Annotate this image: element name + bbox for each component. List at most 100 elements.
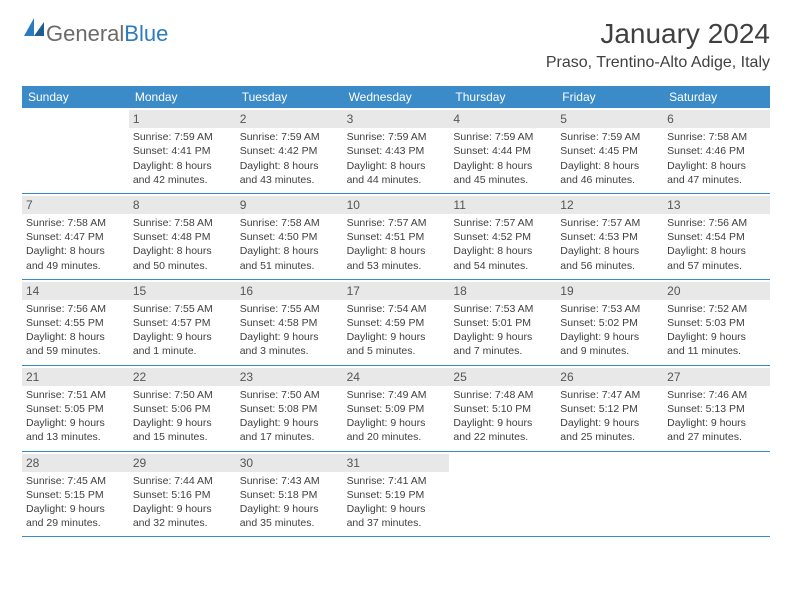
day-cell: 26Sunrise: 7:47 AMSunset: 5:12 PMDayligh… <box>556 366 663 451</box>
weekday-header: Thursday <box>449 86 556 108</box>
daylight-line: Daylight: 9 hours and 37 minutes. <box>347 502 446 530</box>
day-number: 25 <box>449 368 556 386</box>
sunrise-line: Sunrise: 7:58 AM <box>667 130 766 144</box>
daylight-line: Daylight: 8 hours and 49 minutes. <box>26 244 125 272</box>
sunset-line: Sunset: 5:15 PM <box>26 488 125 502</box>
day-cell: 23Sunrise: 7:50 AMSunset: 5:08 PMDayligh… <box>236 366 343 451</box>
sunset-line: Sunset: 4:47 PM <box>26 230 125 244</box>
weekday-header: Wednesday <box>343 86 450 108</box>
logo-text-general: General <box>46 21 124 47</box>
sunset-line: Sunset: 5:19 PM <box>347 488 446 502</box>
daylight-line: Daylight: 8 hours and 56 minutes. <box>560 244 659 272</box>
day-cell: 31 Sunrise: 7:41 AMSunset: 5:19 PMDayligh… <box>343 452 450 537</box>
daylight-line: Daylight: 9 hours and 1 minute. <box>133 330 232 358</box>
sunrise-line: Sunrise: 7:57 AM <box>453 216 552 230</box>
day-number: 22 <box>129 368 236 386</box>
sunrise-line: Sunrise: 7:59 AM <box>453 130 552 144</box>
day-number: 11 <box>449 196 556 214</box>
day-cell <box>556 452 663 537</box>
day-cell: 20Sunrise: 7:52 AMSunset: 5:03 PMDayligh… <box>663 280 770 365</box>
day-cell: 3Sunrise: 7:59 AMSunset: 4:43 PMDaylight… <box>343 108 450 193</box>
daylight-line: Daylight: 8 hours and 50 minutes. <box>133 244 232 272</box>
logo: General Blue <box>22 18 168 49</box>
sunset-line: Sunset: 4:57 PM <box>133 316 232 330</box>
day-number: 3 <box>343 110 450 128</box>
day-cell: 25Sunrise: 7:48 AMSunset: 5:10 PMDayligh… <box>449 366 556 451</box>
day-cell: 18Sunrise: 7:53 AMSunset: 5:01 PMDayligh… <box>449 280 556 365</box>
sunset-line: Sunset: 4:43 PM <box>347 144 446 158</box>
day-number: 5 <box>556 110 663 128</box>
day-cell: 27Sunrise: 7:46 AMSunset: 5:13 PMDayligh… <box>663 366 770 451</box>
sunrise-line: Sunrise: 7:53 AM <box>560 302 659 316</box>
daylight-line: Daylight: 8 hours and 53 minutes. <box>347 244 446 272</box>
day-number: 31 <box>343 454 450 472</box>
sunset-line: Sunset: 5:10 PM <box>453 402 552 416</box>
daylight-line: Daylight: 8 hours and 45 minutes. <box>453 159 552 187</box>
day-number: 6 <box>663 110 770 128</box>
daylight-line: Daylight: 9 hours and 7 minutes. <box>453 330 552 358</box>
daylight-line: Daylight: 9 hours and 20 minutes. <box>347 416 446 444</box>
day-number: 24 <box>343 368 450 386</box>
title-block: January 2024 Praso, Trentino-Alto Adige,… <box>546 18 770 72</box>
daylight-line: Daylight: 9 hours and 29 minutes. <box>26 502 125 530</box>
sunset-line: Sunset: 5:09 PM <box>347 402 446 416</box>
weekday-header: Friday <box>556 86 663 108</box>
day-number: 17 <box>343 282 450 300</box>
day-cell: 12Sunrise: 7:57 AMSunset: 4:53 PMDayligh… <box>556 194 663 279</box>
sunset-line: Sunset: 4:54 PM <box>667 230 766 244</box>
sunrise-line: Sunrise: 7:58 AM <box>26 216 125 230</box>
sunrise-line: Sunrise: 7:52 AM <box>667 302 766 316</box>
weekday-header-row: SundayMondayTuesdayWednesdayThursdayFrid… <box>22 86 770 108</box>
day-cell: 1Sunrise: 7:59 AMSunset: 4:41 PMDaylight… <box>129 108 236 193</box>
sunrise-line: Sunrise: 7:59 AM <box>133 130 232 144</box>
day-number: 23 <box>236 368 343 386</box>
sunset-line: Sunset: 4:52 PM <box>453 230 552 244</box>
day-number: 13 <box>663 196 770 214</box>
day-number: 21 <box>22 368 129 386</box>
sunrise-line: Sunrise: 7:55 AM <box>133 302 232 316</box>
day-number: 16 <box>236 282 343 300</box>
sunrise-line: Sunrise: 7:57 AM <box>560 216 659 230</box>
day-number: 1 <box>129 110 236 128</box>
week-row: 7Sunrise: 7:58 AMSunset: 4:47 PMDaylight… <box>22 194 770 280</box>
day-cell: 2Sunrise: 7:59 AMSunset: 4:42 PMDaylight… <box>236 108 343 193</box>
sunrise-line: Sunrise: 7:50 AM <box>240 388 339 402</box>
day-number: 28 <box>22 454 129 472</box>
sunset-line: Sunset: 5:13 PM <box>667 402 766 416</box>
week-row: 21Sunrise: 7:51 AMSunset: 5:05 PMDayligh… <box>22 366 770 452</box>
day-number: 7 <box>22 196 129 214</box>
sunset-line: Sunset: 4:51 PM <box>347 230 446 244</box>
week-row: 14Sunrise: 7:56 AMSunset: 4:55 PMDayligh… <box>22 280 770 366</box>
daylight-line: Daylight: 9 hours and 11 minutes. <box>667 330 766 358</box>
daylight-line: Daylight: 9 hours and 35 minutes. <box>240 502 339 530</box>
sunrise-line: Sunrise: 7:41 AM <box>347 474 446 488</box>
day-number: 8 <box>129 196 236 214</box>
sunset-line: Sunset: 5:06 PM <box>133 402 232 416</box>
day-cell: 9Sunrise: 7:58 AMSunset: 4:50 PMDaylight… <box>236 194 343 279</box>
day-number: 14 <box>22 282 129 300</box>
sunrise-line: Sunrise: 7:48 AM <box>453 388 552 402</box>
sunrise-line: Sunrise: 7:45 AM <box>26 474 125 488</box>
daylight-line: Daylight: 8 hours and 47 minutes. <box>667 159 766 187</box>
daylight-line: Daylight: 8 hours and 57 minutes. <box>667 244 766 272</box>
day-cell: 30Sunrise: 7:43 AMSunset: 5:18 PMDayligh… <box>236 452 343 537</box>
sunset-line: Sunset: 4:53 PM <box>560 230 659 244</box>
daylight-line: Daylight: 9 hours and 13 minutes. <box>26 416 125 444</box>
daylight-line: Daylight: 8 hours and 44 minutes. <box>347 159 446 187</box>
week-row: 1Sunrise: 7:59 AMSunset: 4:41 PMDaylight… <box>22 108 770 194</box>
sunset-line: Sunset: 4:55 PM <box>26 316 125 330</box>
sunrise-line: Sunrise: 7:44 AM <box>133 474 232 488</box>
sunrise-line: Sunrise: 7:58 AM <box>133 216 232 230</box>
sunset-line: Sunset: 4:45 PM <box>560 144 659 158</box>
daylight-line: Daylight: 9 hours and 32 minutes. <box>133 502 232 530</box>
day-cell: 7 Sunrise: 7:58 AMSunset: 4:47 PMDaylight… <box>22 194 129 279</box>
sunset-line: Sunset: 4:48 PM <box>133 230 232 244</box>
daylight-line: Daylight: 9 hours and 17 minutes. <box>240 416 339 444</box>
sunrise-line: Sunrise: 7:53 AM <box>453 302 552 316</box>
day-number: 15 <box>129 282 236 300</box>
daylight-line: Daylight: 9 hours and 25 minutes. <box>560 416 659 444</box>
sunrise-line: Sunrise: 7:55 AM <box>240 302 339 316</box>
day-number: 10 <box>343 196 450 214</box>
day-cell: 21Sunrise: 7:51 AMSunset: 5:05 PMDayligh… <box>22 366 129 451</box>
header: General Blue January 2024 Praso, Trentin… <box>0 0 792 80</box>
